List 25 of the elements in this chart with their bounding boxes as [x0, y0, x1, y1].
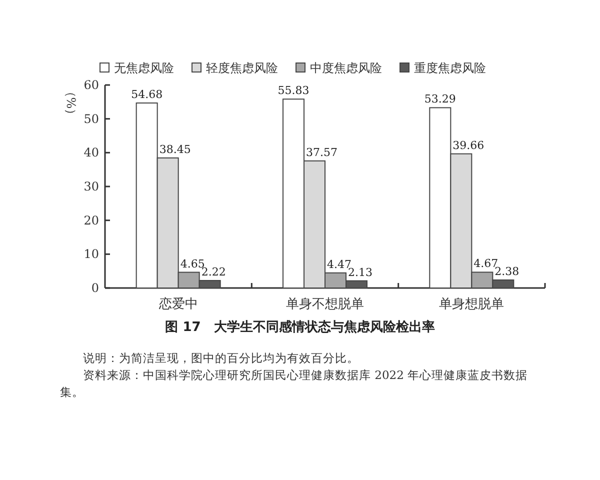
data-label: 54.68	[131, 88, 163, 101]
x-tick-label: 单身想脱单	[439, 297, 504, 312]
legend-label: 中度焦虑风险	[310, 61, 382, 75]
data-label: 37.57	[306, 146, 338, 159]
y-tick-label: 60	[84, 78, 99, 92]
legend-label: 重度焦虑风险	[414, 61, 486, 75]
data-label: 39.66	[452, 138, 484, 152]
text: 说明：为简洁呈现，图中的百分比均为有效百分比。	[82, 350, 360, 367]
data-label: 38.45	[159, 142, 191, 156]
y-tick-label: 50	[84, 112, 99, 126]
text: 资料来源：中国科学院心理研究所国民心理健康数据库 2022 年心理健康蓝皮书数据集。	[60, 367, 529, 401]
data-label: 55.83	[278, 84, 310, 98]
y-tick-label: 40	[84, 146, 99, 160]
data-label: 4.65	[180, 257, 205, 270]
legend-label: 轻度焦虑风险	[206, 61, 278, 75]
y-axis-title: （%）	[64, 85, 78, 121]
x-tick-label: 单身不想脱单	[286, 297, 364, 312]
y-tick-label: 20	[84, 213, 99, 228]
text: 图 17 大学生不同感情状态与焦虑风险检出率	[164, 318, 436, 336]
data-label: 53.29	[424, 92, 456, 106]
x-tick-label: 恋爱中	[158, 296, 198, 312]
y-tick-label: 0	[91, 281, 99, 295]
y-tick-label: 10	[84, 247, 99, 262]
legend-label: 无焦虑风险	[114, 61, 174, 75]
y-tick-label: 30	[84, 180, 99, 194]
